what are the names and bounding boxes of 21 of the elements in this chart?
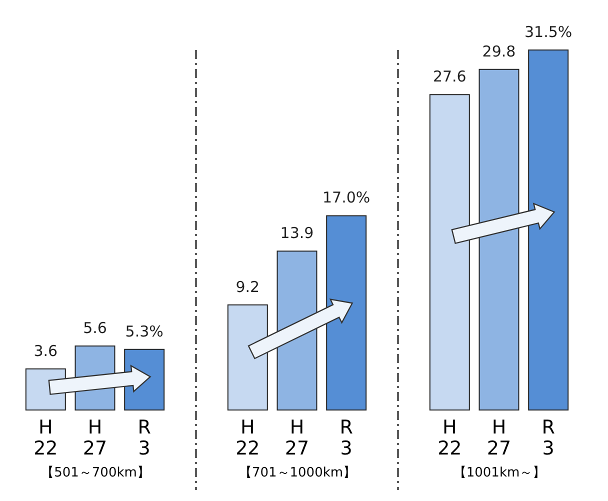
data-label: 13.9 bbox=[280, 224, 314, 242]
data-label: 27.6 bbox=[432, 68, 466, 86]
x-tick-label: H 22 bbox=[438, 416, 462, 460]
data-label: 5.6 bbox=[83, 319, 107, 337]
data-label: 29.8 bbox=[482, 42, 516, 60]
data-label: 17.0% bbox=[322, 188, 370, 207]
x-axis-title: 【701～1000km】 bbox=[238, 466, 356, 480]
x-tick-label: H 27 bbox=[82, 416, 108, 460]
x-tick-label: R 3 bbox=[138, 416, 151, 460]
x-tick-label: H 27 bbox=[284, 416, 310, 460]
x-tick-label: H 22 bbox=[236, 416, 260, 460]
data-label: 3.6 bbox=[34, 342, 58, 360]
x-tick-label: H 22 bbox=[34, 416, 58, 460]
x-tick-label: H 27 bbox=[486, 416, 512, 460]
x-tick-label: R 3 bbox=[542, 416, 555, 460]
data-label: 9.2 bbox=[236, 278, 260, 296]
x-axis-title: 【1001km～】 bbox=[453, 466, 546, 480]
x-axis-title: 【501～700km】 bbox=[41, 466, 150, 480]
data-label: 5.3% bbox=[125, 322, 164, 340]
x-tick-label: R 3 bbox=[340, 416, 353, 460]
data-label: 31.5% bbox=[524, 23, 572, 41]
